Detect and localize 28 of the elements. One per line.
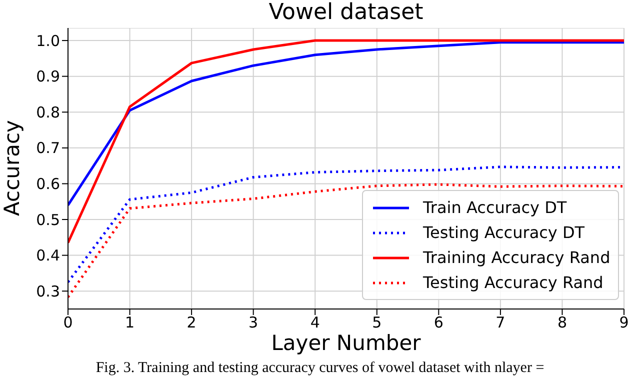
legend-label: Testing Accuracy Rand <box>423 273 604 292</box>
y-tick-label: 0.3 <box>36 282 60 300</box>
y-tick-label: 0.5 <box>36 210 60 229</box>
y-tick-label: 0.8 <box>36 103 60 122</box>
x-tick-label: 9 <box>619 314 629 332</box>
y-tick-label: 0.7 <box>36 139 60 158</box>
x-tick-label: 1 <box>125 314 135 332</box>
line-series <box>68 39 624 244</box>
y-tick-label: 0.6 <box>36 175 60 194</box>
x-axis-title: Layer Number <box>270 331 422 355</box>
x-tick-label: 7 <box>496 314 506 332</box>
legend-label: Testing Accuracy DT <box>423 223 585 242</box>
x-tick-label: 5 <box>372 314 382 332</box>
y-tick-label: 0.9 <box>36 68 60 86</box>
x-tick-label: 3 <box>248 314 258 332</box>
caption: Fig. 3. Training and testing accuracy curves of vowel dataset with nlayer = <box>94 359 546 377</box>
y-axis-title: Accuracy <box>0 120 24 216</box>
y-tick-label: 0.4 <box>36 246 60 265</box>
legend-label: Train Accuracy DT <box>423 198 567 217</box>
y-tick-label: 1.0 <box>36 32 60 50</box>
line-series <box>68 183 624 298</box>
x-tick-label: 6 <box>434 314 444 332</box>
chart-title: Vowel dataset <box>268 0 424 25</box>
x-tick-label: 2 <box>186 314 196 332</box>
legend-label: Training Accuracy Rand <box>423 248 610 267</box>
x-tick-label: 0 <box>63 314 73 332</box>
x-tick-label: 8 <box>557 314 567 332</box>
x-tick-label: 4 <box>310 314 320 332</box>
